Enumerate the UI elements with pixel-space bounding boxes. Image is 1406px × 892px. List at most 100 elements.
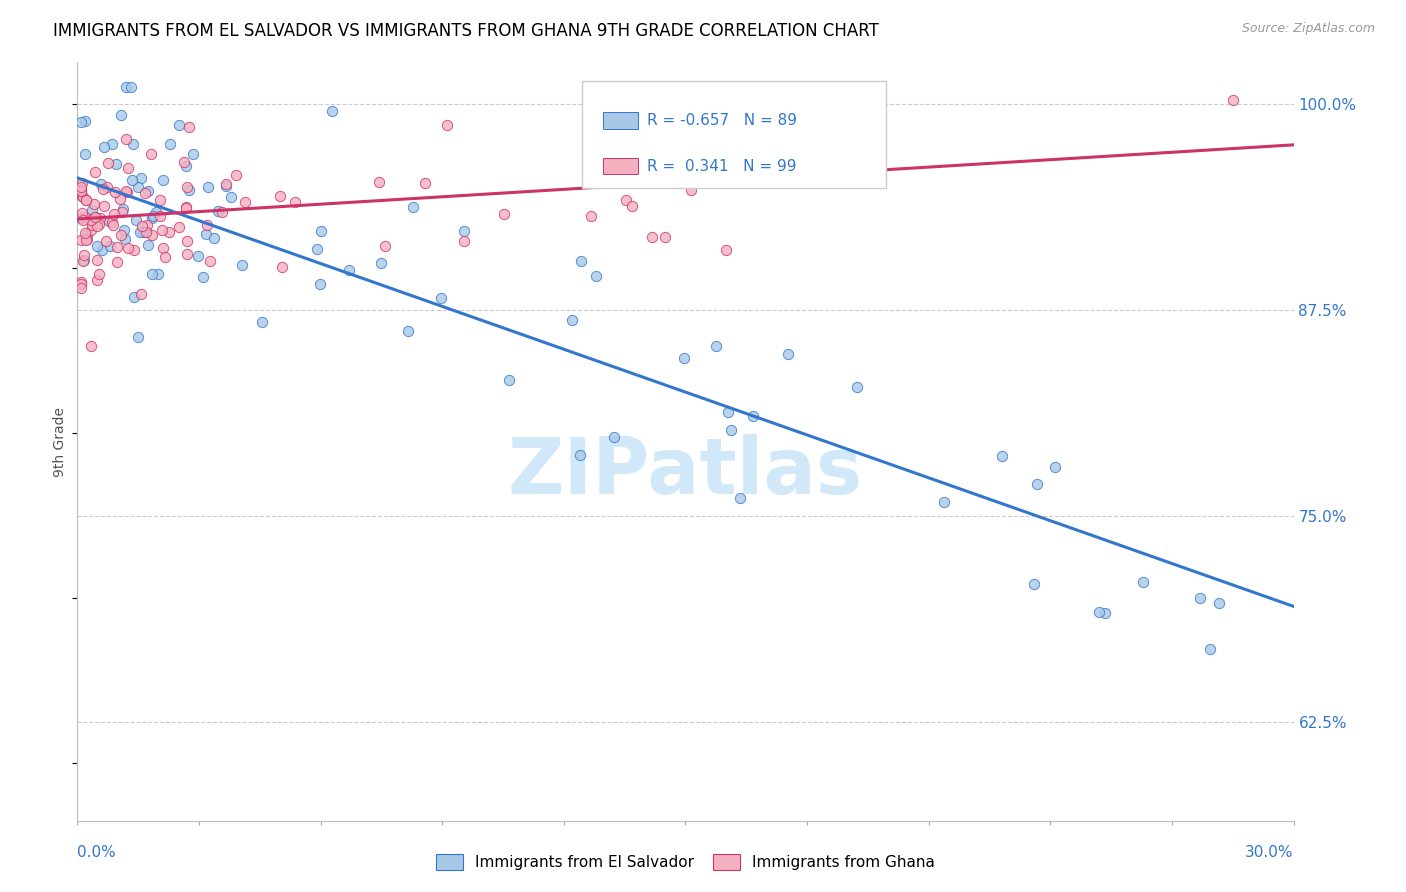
Point — [174, 159, 197, 173]
Point — [1188, 591, 1211, 606]
Point — [96, 156, 118, 170]
Point — [117, 161, 139, 175]
Point — [569, 448, 592, 462]
Point — [122, 136, 145, 151]
Point — [200, 254, 222, 268]
Point — [80, 213, 103, 227]
Point — [187, 249, 209, 263]
Point — [93, 140, 115, 154]
Point — [202, 231, 225, 245]
Point — [100, 136, 122, 151]
Point — [86, 211, 108, 226]
Point — [211, 205, 233, 219]
Point — [112, 223, 135, 237]
Point — [110, 108, 132, 122]
Point — [86, 239, 108, 253]
Point — [103, 207, 125, 221]
Point — [98, 239, 121, 253]
Point — [585, 268, 607, 283]
Point — [150, 223, 173, 237]
Point — [70, 277, 93, 291]
Point — [321, 103, 343, 118]
Point — [75, 226, 97, 240]
Point — [80, 202, 103, 217]
Point — [114, 185, 136, 199]
Point — [1132, 574, 1154, 589]
Point — [91, 181, 114, 195]
Text: 30.0%: 30.0% — [1246, 846, 1294, 861]
Point — [991, 450, 1014, 464]
Point — [269, 189, 291, 203]
Point — [136, 238, 159, 252]
Point — [934, 495, 956, 509]
Point — [179, 120, 201, 134]
Point — [73, 248, 96, 262]
Point — [70, 184, 93, 198]
Point — [135, 225, 157, 239]
Point — [73, 211, 96, 225]
Point — [139, 147, 162, 161]
Point — [368, 175, 391, 189]
FancyBboxPatch shape — [603, 112, 637, 129]
Point — [845, 380, 868, 394]
Point — [436, 118, 458, 132]
Point — [176, 180, 198, 194]
Point — [129, 287, 152, 301]
Point — [453, 235, 475, 249]
Point — [72, 254, 94, 268]
Point — [122, 290, 145, 304]
Point — [72, 176, 94, 190]
Point — [413, 177, 436, 191]
Point — [80, 339, 103, 353]
Point — [370, 256, 392, 270]
Point — [90, 244, 112, 258]
Point — [672, 351, 695, 366]
Point — [207, 204, 229, 219]
Point — [603, 430, 626, 444]
Point — [135, 225, 157, 239]
Point — [104, 186, 127, 200]
Point — [1022, 577, 1045, 591]
Point — [717, 405, 740, 419]
Point — [105, 254, 128, 268]
Point — [110, 227, 132, 242]
Text: IMMIGRANTS FROM EL SALVADOR VS IMMIGRANTS FROM GHANA 9TH GRADE CORRELATION CHART: IMMIGRANTS FROM EL SALVADOR VS IMMIGRANT… — [53, 22, 879, 40]
Point — [640, 230, 662, 244]
Point — [167, 219, 190, 234]
Point — [1198, 642, 1220, 657]
Point — [72, 190, 94, 204]
Point — [70, 281, 93, 295]
Point — [215, 179, 238, 194]
Point — [284, 195, 307, 210]
Point — [70, 234, 93, 248]
Point — [73, 253, 96, 268]
Point — [621, 199, 644, 213]
Point — [225, 168, 247, 182]
Point — [129, 171, 152, 186]
Point — [215, 177, 238, 191]
Point — [149, 209, 172, 223]
Text: ZIPatlas: ZIPatlas — [508, 434, 863, 510]
Point — [72, 213, 94, 227]
Point — [76, 228, 98, 243]
Point — [115, 185, 138, 199]
Point — [141, 227, 163, 242]
Point — [337, 262, 360, 277]
Point — [121, 173, 143, 187]
Point — [80, 223, 103, 237]
Point — [1222, 93, 1244, 107]
Point — [581, 209, 603, 223]
Point — [430, 291, 453, 305]
Point — [70, 188, 93, 202]
Point — [103, 218, 125, 232]
Point — [181, 147, 204, 161]
Point — [84, 165, 107, 179]
Point — [87, 267, 110, 281]
Text: R =  0.341   N = 99: R = 0.341 N = 99 — [647, 159, 797, 174]
FancyBboxPatch shape — [603, 158, 637, 174]
Point — [86, 252, 108, 267]
Point — [396, 324, 419, 338]
Point — [569, 254, 592, 268]
Point — [83, 197, 105, 211]
Point — [122, 244, 145, 258]
